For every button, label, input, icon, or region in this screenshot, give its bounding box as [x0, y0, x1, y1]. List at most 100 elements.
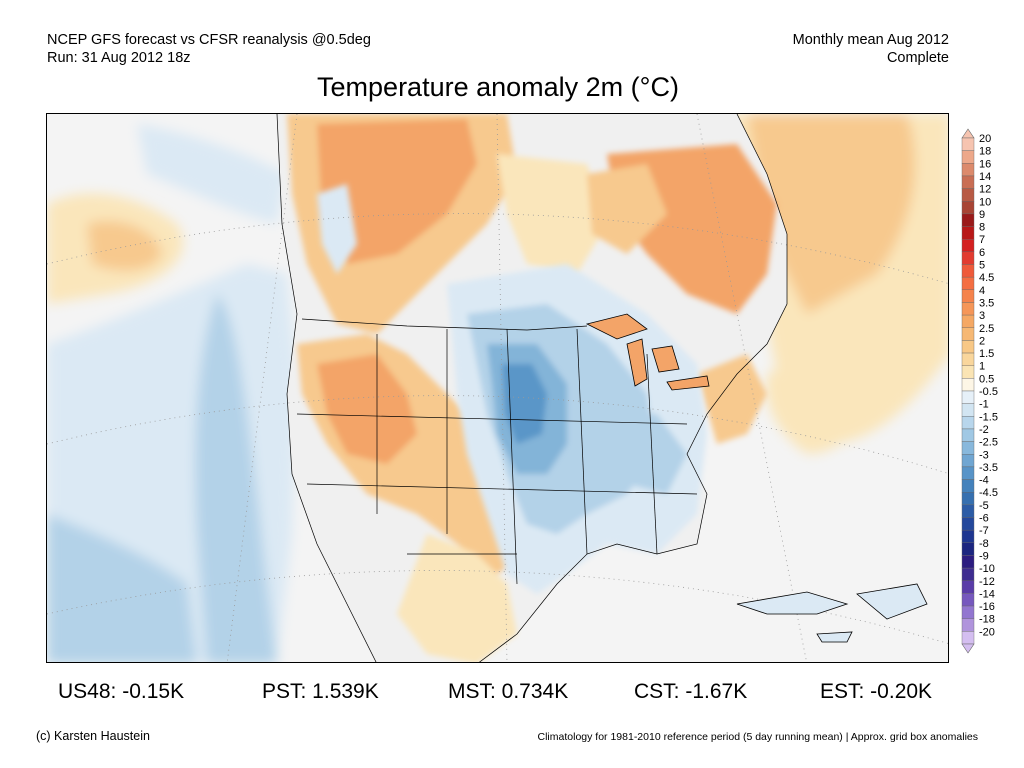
colorbar-label: 9 — [979, 209, 985, 221]
pacific-cold-anomaly — [47, 124, 297, 662]
colorbar-label: 5 — [979, 260, 985, 272]
colorbar-swatch — [961, 593, 975, 607]
colorbar-label: -4 — [979, 475, 989, 487]
colorbar-swatch — [961, 580, 975, 594]
colorbar-label: 1 — [979, 361, 985, 373]
colorbar-label: -10 — [979, 563, 995, 575]
colorbar-legend: 201816141210987654.543.532.521.510.5-0.5… — [961, 128, 998, 654]
regional-stats: US48: -0.15K PST: 1.539K MST: 0.734K CST: -… — [0, 678, 1024, 708]
colorbar-swatch — [961, 238, 975, 253]
colorbar-swatch — [961, 276, 975, 290]
colorbar-label: 18 — [979, 146, 991, 158]
ocean-warm-anomaly — [47, 114, 948, 454]
colorbar-label: 6 — [979, 247, 985, 259]
great-lakes — [585, 313, 710, 391]
model-description: NCEP GFS forecast vs CFSR reanalysis @0.… — [47, 32, 371, 48]
region-stat: MST: 0.734K — [448, 680, 569, 703]
colorbar-label: 12 — [979, 184, 991, 196]
colorbar-label: 3.5 — [979, 297, 994, 309]
colorbar-label: 20 — [979, 133, 991, 145]
colorbar-swatch — [961, 365, 975, 379]
colorbar-swatch — [961, 529, 975, 543]
colorbar-label: -2 — [979, 424, 989, 436]
colorbar-swatch — [961, 163, 975, 177]
colorbar-swatch — [961, 188, 975, 202]
colorbar-swatch — [961, 264, 975, 278]
colorbar-label: 2 — [979, 335, 985, 347]
colorbar-swatch — [961, 428, 975, 442]
colorbar-max-arrow — [961, 128, 975, 139]
climatology-note: Climatology for 1981-2010 reference peri… — [537, 731, 978, 743]
colorbar-label: -2.5 — [979, 437, 998, 449]
region-stat: PST: 1.539K — [262, 680, 379, 703]
colorbar-label: 4 — [979, 285, 985, 297]
colorbar-swatch — [961, 175, 975, 189]
colorbar-swatch — [961, 390, 975, 404]
colorbar-swatch — [961, 555, 975, 569]
colorbar-swatch — [961, 302, 975, 316]
colorbar-label: 1.5 — [979, 348, 994, 360]
map-canvas — [47, 114, 948, 662]
colorbar-label: -6 — [979, 513, 989, 525]
period-label: Monthly mean Aug 2012 — [792, 32, 949, 48]
colorbar-label: -1 — [979, 399, 989, 411]
colorbar-swatch — [961, 201, 975, 215]
caribbean-islands — [736, 583, 928, 643]
colorbar-swatch — [961, 466, 975, 480]
colorbar-swatch — [961, 314, 975, 328]
colorbar-label: -7 — [979, 525, 989, 537]
run-time: Run: 31 Aug 2012 18z — [47, 50, 191, 66]
colorbar-swatch — [961, 492, 975, 506]
colorbar-label: -1.5 — [979, 411, 998, 423]
colorbar-swatch — [961, 618, 975, 632]
anomaly-map — [46, 113, 949, 663]
colorbar-swatch — [961, 631, 975, 645]
colorbar-swatch — [961, 605, 975, 619]
colorbar-label: -8 — [979, 538, 989, 550]
colorbar-swatch — [961, 504, 975, 518]
colorbar-swatch — [961, 441, 975, 455]
colorbar-label: -3.5 — [979, 462, 998, 474]
colorbar-swatch — [961, 378, 975, 392]
colorbar-label: -16 — [979, 601, 995, 613]
colorbar-swatch — [961, 137, 975, 151]
colorbar-swatch — [961, 403, 975, 417]
colorbar-label: 4.5 — [979, 272, 994, 284]
completeness-label: Complete — [886, 50, 949, 66]
colorbar-swatch — [961, 251, 975, 265]
colorbar-label: -18 — [979, 614, 995, 626]
colorbar-label: 10 — [979, 196, 991, 208]
colorbar-label: -20 — [979, 626, 995, 638]
colorbar-swatch — [961, 517, 975, 531]
colorbar-label: 14 — [979, 171, 991, 183]
colorbar-swatch — [961, 567, 975, 581]
region-stat: CST: -1.67K — [634, 680, 748, 703]
colorbar-label: 0.5 — [979, 373, 994, 385]
colorbar-label: 16 — [979, 158, 991, 170]
colorbar-label: -5 — [979, 500, 989, 512]
colorbar-label: -14 — [979, 588, 995, 600]
colorbar-swatch — [961, 150, 975, 164]
colorbar-swatch — [961, 226, 975, 240]
colorbar-label: 7 — [979, 234, 985, 246]
colorbar-swatch — [961, 416, 975, 430]
boundaries — [276, 114, 788, 662]
colorbar-swatch — [961, 352, 975, 366]
colorbar-swatch — [961, 213, 975, 227]
colorbar-swatch — [961, 479, 975, 493]
colorbar-label: 2.5 — [979, 323, 994, 335]
region-stat: US48: -0.15K — [58, 680, 185, 703]
header-right: Monthly mean Aug 2012 Complete — [793, 31, 949, 67]
colorbar-swatch — [961, 340, 975, 354]
colorbar-swatch — [961, 542, 975, 556]
region-stat: EST: -0.20K — [820, 680, 933, 703]
colorbar-swatch — [961, 289, 975, 303]
map-title: Temperature anomaly 2m (°C) — [317, 72, 679, 102]
colorbar-label: -0.5 — [979, 386, 998, 398]
colorbar-swatch — [961, 454, 975, 468]
colorbar-label: 8 — [979, 222, 985, 234]
colorbar-label: -9 — [979, 550, 989, 562]
colorbar-label: -3 — [979, 449, 989, 461]
land-warm-anomaly — [287, 114, 777, 662]
header-left: NCEP GFS forecast vs CFSR reanalysis @0.… — [47, 31, 371, 67]
